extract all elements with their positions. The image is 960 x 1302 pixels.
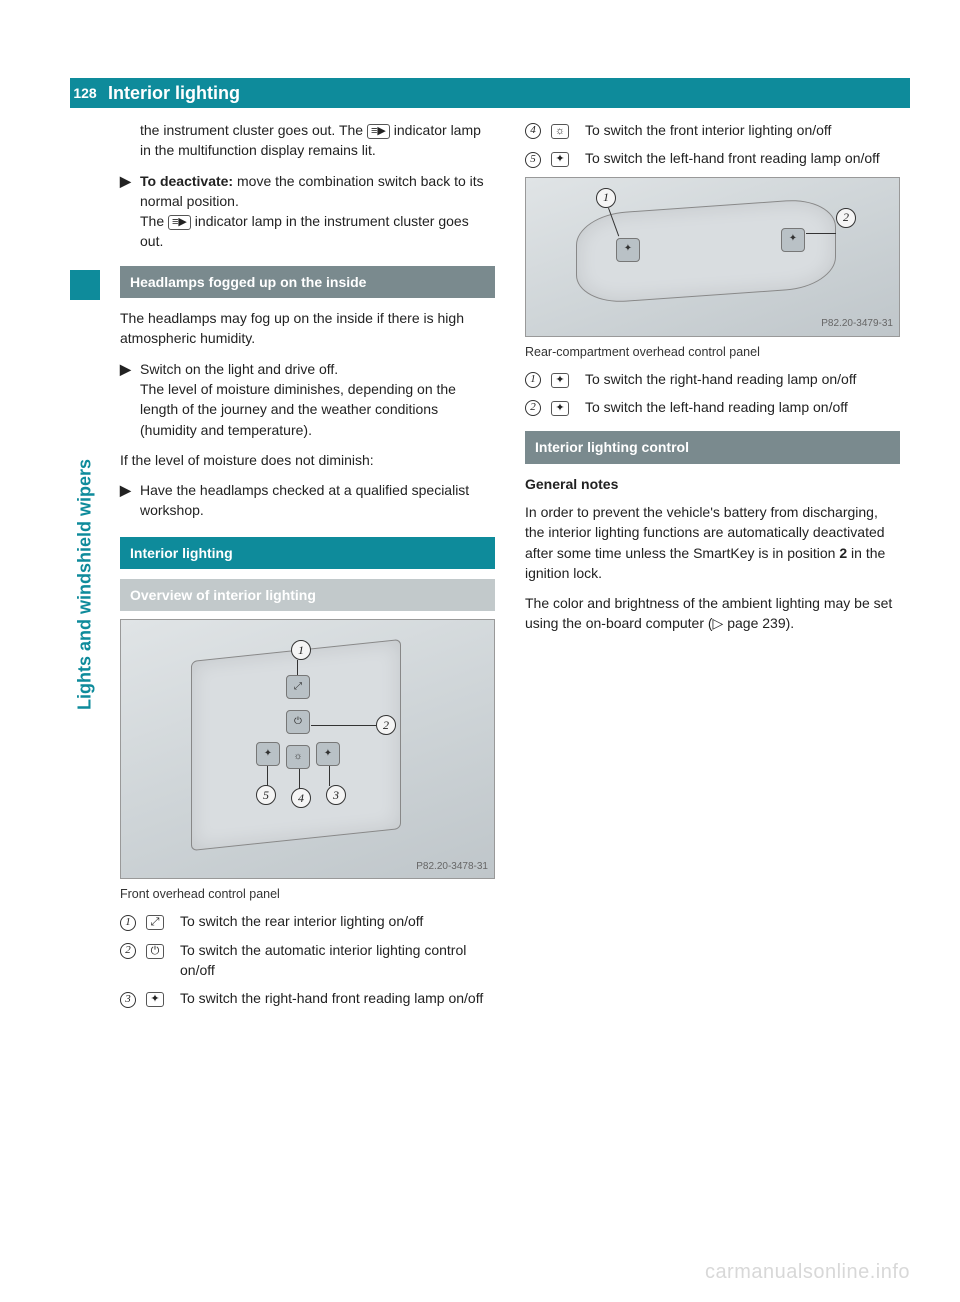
list-text: To switch the automatic interior lightin… <box>180 940 495 981</box>
side-tab-block <box>70 270 100 300</box>
bullet-item: ▶ To deactivate: move the combination sw… <box>120 171 495 252</box>
list-text: To switch the left-hand reading lamp on/… <box>585 397 900 417</box>
panel-button-icon: ✦ <box>616 238 640 262</box>
paragraph: In order to prevent the vehicle's batter… <box>525 502 900 583</box>
figure-rear-panel: ✦ ✦ 1 2 P82.20-3479-31 <box>525 177 900 337</box>
bullet-text: Switch on the light and drive off. The l… <box>140 359 495 440</box>
side-tab-label: Lights and windshield wipers <box>70 310 100 710</box>
header-bar: 128 Interior lighting <box>100 78 910 108</box>
subsection-bar: Interior lighting control <box>525 431 900 463</box>
list-item: 2 ⏻ To switch the automatic interior lig… <box>120 940 495 981</box>
panel-button-icon: ✦ <box>316 742 340 766</box>
panel-button-icon: ⏻ <box>286 710 310 734</box>
lead-line <box>267 766 268 786</box>
right-column: 4 ☼ To switch the front interior lightin… <box>525 120 900 1242</box>
list-item: 1 ⤢ To switch the rear interior lighting… <box>120 911 495 931</box>
figure-code: P82.20-3479-31 <box>821 317 893 332</box>
figure-code: P82.20-3478-31 <box>416 860 488 875</box>
enum-icon: 1 <box>525 372 541 388</box>
panel-button-icon: ✦ <box>256 742 280 766</box>
button-symbol-icon: ⤢ <box>146 915 164 930</box>
indicator-icon: ≡▶ <box>168 215 191 230</box>
button-symbol-icon: ✦ <box>551 401 569 416</box>
text: In order to prevent the vehicle's batter… <box>525 504 885 561</box>
text: The <box>140 213 168 229</box>
text: Switch on the light and drive off. <box>140 361 338 377</box>
list-item: 5 ✦ To switch the left-hand front readin… <box>525 148 900 168</box>
watermark: carmanualsonline.info <box>705 1261 910 1284</box>
paragraph: The color and brightness of the ambient … <box>525 593 900 634</box>
enum-icon: 1 <box>120 915 136 931</box>
left-column: the instrument cluster goes out. The ≡▶ … <box>120 120 495 1242</box>
bullet-mark-icon: ▶ <box>120 480 134 521</box>
bullet-text: Have the headlamps checked at a qualifie… <box>140 480 495 521</box>
button-symbol-icon: ⏻ <box>146 944 164 959</box>
paragraph: The headlamps may fog up on the inside i… <box>120 308 495 349</box>
content-columns: the instrument cluster goes out. The ≡▶ … <box>120 120 900 1242</box>
heading-3: General notes <box>525 474 900 494</box>
callout-icon: 2 <box>836 208 856 228</box>
enum-icon: 3 <box>120 992 136 1008</box>
figure-caption: Front overhead control panel <box>120 885 495 903</box>
bullet-text: To deactivate: move the combination swit… <box>140 171 495 252</box>
panel-button-icon: ✦ <box>781 228 805 252</box>
section-bar: Interior lighting <box>120 537 495 569</box>
subsection-bar: Headlamps fogged up on the inside <box>120 266 495 298</box>
panel-button-icon: ⤢ <box>286 675 310 699</box>
list-item: 3 ✦ To switch the right-hand front readi… <box>120 988 495 1008</box>
lead-line <box>299 769 300 789</box>
subsubsection-bar: Overview of interior lighting <box>120 579 495 611</box>
bullet-item: ▶ Switch on the light and drive off. The… <box>120 359 495 440</box>
list-text: To switch the left-hand front reading la… <box>585 148 900 168</box>
list-item: 2 ✦ To switch the left-hand reading lamp… <box>525 397 900 417</box>
figure-caption: Rear-compartment overhead control panel <box>525 343 900 361</box>
lead-line <box>297 660 298 675</box>
button-symbol-icon: ☼ <box>551 124 569 139</box>
text-bold: 2 <box>839 545 847 561</box>
panel-button-icon: ☼ <box>286 745 310 769</box>
indicator-icon: ≡▶ <box>367 124 390 139</box>
button-symbol-icon: ✦ <box>146 992 164 1007</box>
enum-icon: 5 <box>525 152 541 168</box>
figure-front-panel: ⤢ ⏻ ✦ ☼ ✦ 1 2 3 4 5 P82.20-3478-31 <box>120 619 495 879</box>
enum-icon: 4 <box>525 123 541 139</box>
list-text: To switch the right-hand reading lamp on… <box>585 369 900 389</box>
list-item: 1 ✦ To switch the right-hand reading lam… <box>525 369 900 389</box>
paragraph: If the level of moisture does not dimini… <box>120 450 495 470</box>
button-symbol-icon: ✦ <box>551 152 569 167</box>
text: The level of moisture diminishes, depend… <box>140 381 456 438</box>
lead-line <box>311 725 376 726</box>
header-title: Interior lighting <box>100 83 240 104</box>
enum-icon: 2 <box>525 400 541 416</box>
enum-icon: 2 <box>120 943 136 959</box>
list-text: To switch the front interior lighting on… <box>585 120 900 140</box>
button-symbol-icon: ✦ <box>551 373 569 388</box>
page-number: 128 <box>70 78 100 108</box>
list-text: To switch the right-hand front reading l… <box>180 988 495 1008</box>
lead-line <box>329 766 330 786</box>
lead-line <box>806 233 836 234</box>
paragraph: the instrument cluster goes out. The ≡▶ … <box>120 120 495 161</box>
list-item: 4 ☼ To switch the front interior lightin… <box>525 120 900 140</box>
page: 128 Interior lighting Lights and windshi… <box>0 0 960 1302</box>
text-bold: To deactivate: <box>140 173 233 189</box>
callout-icon: 1 <box>596 188 616 208</box>
bullet-mark-icon: ▶ <box>120 359 134 440</box>
list-text: To switch the rear interior lighting on/… <box>180 911 495 931</box>
text: the instrument cluster goes out. The <box>140 122 367 138</box>
bullet-mark-icon: ▶ <box>120 171 134 252</box>
bullet-item: ▶ Have the headlamps checked at a qualif… <box>120 480 495 521</box>
